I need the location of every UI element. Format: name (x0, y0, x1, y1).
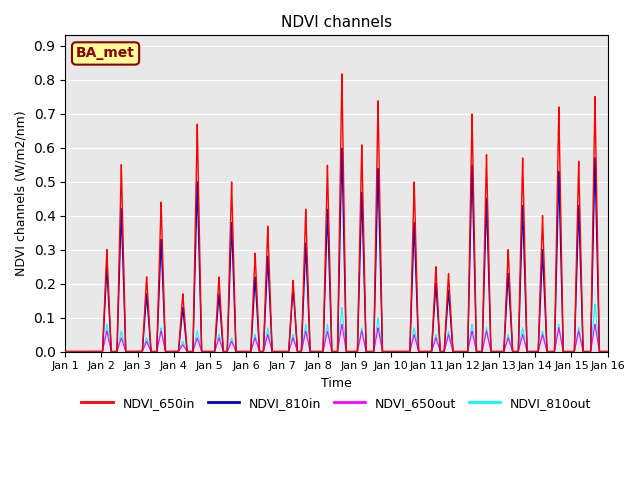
Y-axis label: NDVI channels (W/m2/nm): NDVI channels (W/m2/nm) (15, 110, 28, 276)
Text: BA_met: BA_met (76, 47, 135, 60)
Legend: NDVI_650in, NDVI_810in, NDVI_650out, NDVI_810out: NDVI_650in, NDVI_810in, NDVI_650out, NDV… (76, 392, 596, 415)
Title: NDVI channels: NDVI channels (281, 15, 392, 30)
X-axis label: Time: Time (321, 377, 352, 390)
